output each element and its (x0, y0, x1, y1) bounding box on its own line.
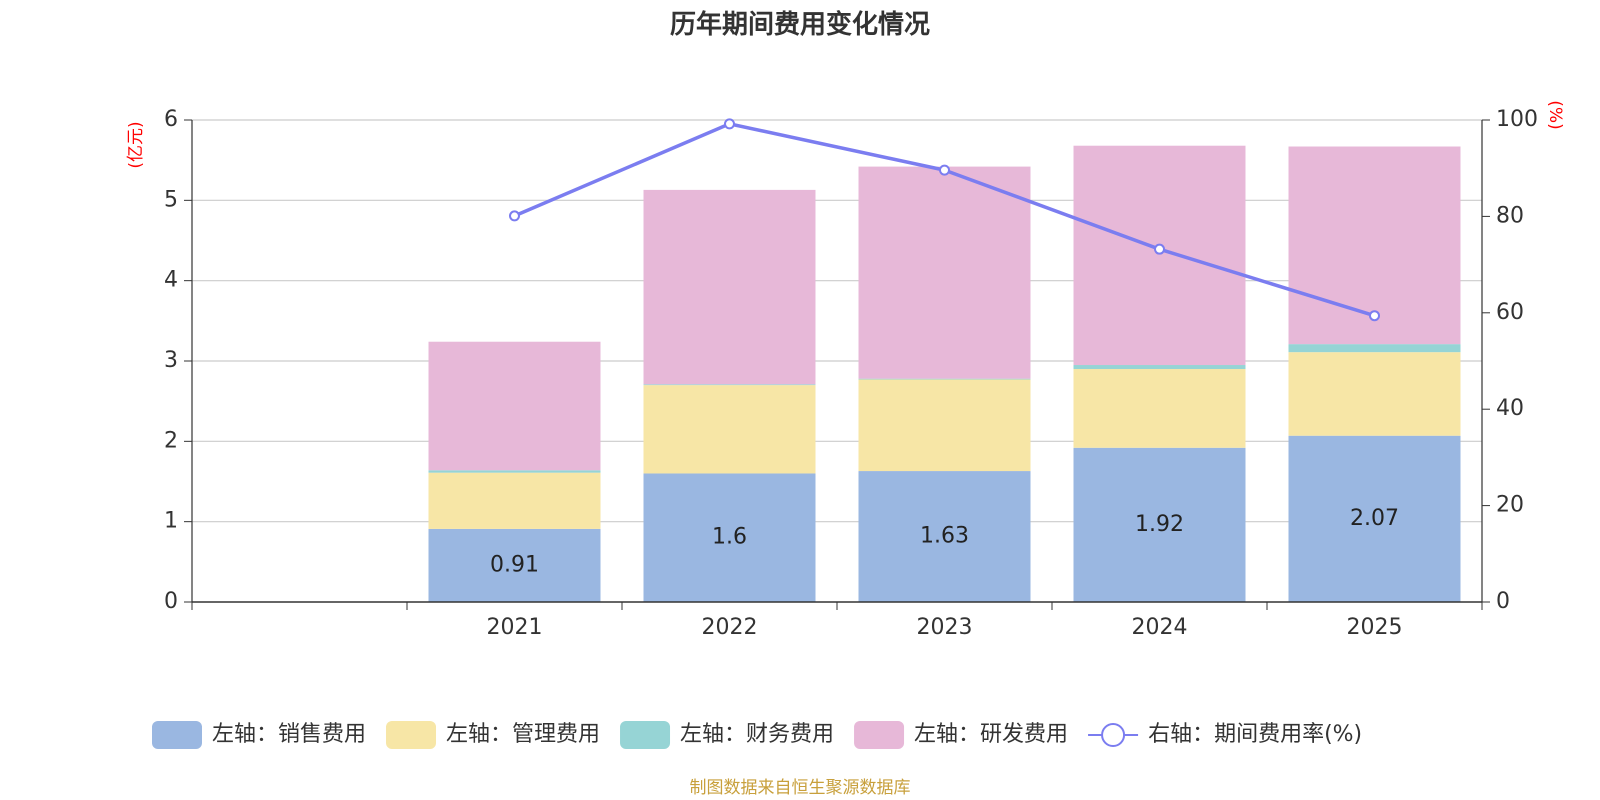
legend-swatch (386, 721, 437, 749)
legend-swatch (854, 721, 905, 749)
left-tick-label: 4 (164, 268, 178, 293)
bar-segment (428, 341, 601, 471)
left-tick-label: 0 (164, 589, 178, 614)
bar-segment (858, 378, 1031, 380)
bar-segment (858, 379, 1031, 472)
legend-label: 左轴：研发费用 (914, 722, 1068, 747)
legend-label: 左轴：管理费用 (446, 722, 600, 747)
bar-segment (1073, 369, 1246, 448)
bar-segment (1073, 365, 1246, 370)
right-axis-unit: (%) (1545, 100, 1565, 129)
left-tick-label: 5 (164, 187, 178, 212)
legend-line-marker (1101, 723, 1126, 747)
legend-swatch (620, 721, 671, 749)
left-tick-label: 2 (164, 428, 178, 453)
bar-segment (858, 471, 1031, 602)
rate-point (509, 210, 520, 222)
right-tick-label: 80 (1496, 203, 1524, 228)
x-tick-label: 2022 (702, 615, 758, 640)
bar-segment (1073, 145, 1246, 366)
x-tick-label: 2021 (487, 615, 543, 640)
source-note: 制图数据来自恒生聚源数据库 (690, 778, 911, 798)
right-tick-label: 0 (1496, 589, 1510, 614)
legend-swatch (152, 721, 202, 749)
data-label: 1.92 (1135, 512, 1184, 537)
bar-segment (643, 473, 816, 602)
right-tick-label: 20 (1496, 493, 1524, 518)
rate-point (1369, 310, 1380, 322)
bar-segment (1073, 447, 1246, 602)
rate-point (939, 164, 950, 176)
legend: 左轴：销售费用 左轴：管理费用 左轴：财务费用 左轴：研发费用 右轴：期间费用率(%) (152, 721, 1362, 749)
right-tick-label: 40 (1496, 396, 1524, 421)
bar-segment (1288, 435, 1461, 602)
legend-label: 右轴：期间费用率(%) (1148, 722, 1362, 747)
bar-segment (643, 189, 816, 385)
data-label: 1.6 (712, 525, 747, 550)
data-label: 0.91 (490, 552, 539, 577)
data-label: 2.07 (1350, 506, 1399, 531)
bar-segment (643, 385, 816, 474)
bar-segment (428, 472, 601, 529)
rate-point (724, 118, 735, 130)
right-tick-label: 60 (1496, 300, 1524, 325)
left-tick-label: 1 (164, 509, 178, 534)
legend-label: 左轴：财务费用 (680, 722, 834, 747)
bars (428, 145, 1461, 602)
chart-title: 历年期间费用变化情况 (670, 9, 930, 40)
data-labels: 0.91 1.6 1.63 1.92 2.07 (490, 506, 1399, 578)
gridlines (192, 119, 1482, 523)
x-tick-label: 2025 (1347, 615, 1403, 640)
bar-segment (643, 384, 816, 386)
rate-point (1154, 243, 1165, 255)
right-tick-label: 100 (1496, 107, 1538, 132)
data-label: 1.63 (920, 524, 969, 549)
x-tick-label: 2024 (1132, 615, 1188, 640)
left-axis-unit: (亿元) (126, 121, 146, 168)
bar-segment (1288, 352, 1461, 436)
bar-segment (428, 470, 601, 473)
bar-segment (428, 528, 601, 602)
left-tick-label: 6 (164, 107, 178, 132)
rate-line (509, 118, 1380, 322)
left-tick-label: 3 (164, 348, 178, 373)
x-tick-label: 2023 (917, 615, 973, 640)
legend-label: 左轴：销售费用 (212, 722, 366, 747)
bar-segment (1288, 344, 1461, 353)
bar-segment (858, 166, 1031, 379)
